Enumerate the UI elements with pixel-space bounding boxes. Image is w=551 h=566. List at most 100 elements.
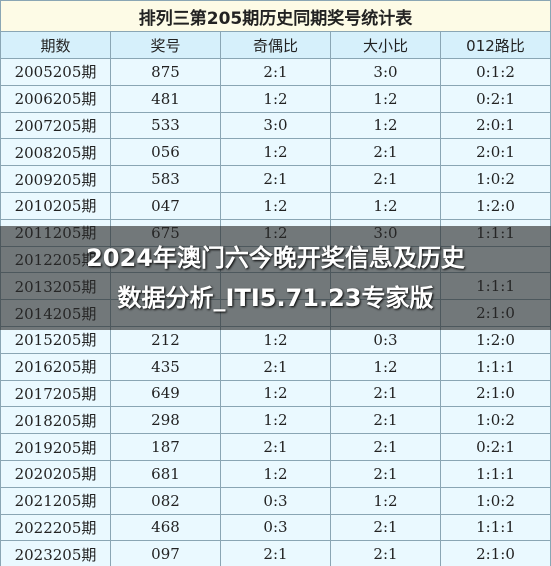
data-row: 2021205期 082 0:3 1:2 1:0:2	[0, 486, 551, 515]
cell: 2:1	[330, 165, 441, 193]
cell: 2010205期	[0, 191, 111, 220]
data-row: 2018205期 298 1:2 2:1 1:0:2	[0, 406, 551, 435]
cell: 2:1	[220, 58, 331, 86]
column-header: 大小比	[330, 31, 441, 59]
data-row: 2020205期 681 1:2 2:1 1:1:1	[0, 459, 551, 488]
cell: 1:1:1	[440, 513, 551, 542]
cell: 2:0:1	[440, 138, 551, 167]
cell: 2:1	[330, 513, 441, 542]
cell: 2:1:0	[440, 540, 551, 566]
table-title: 排列三第205期历史同期奖号统计表	[0, 0, 551, 32]
cell: 2015205期	[0, 325, 111, 354]
cell: 3:0	[220, 111, 331, 140]
overlay-text: 数据分析_ITI5.71.23专家版	[117, 284, 434, 312]
data-row: 2019205期 187 2:1 2:1 0:2:1	[0, 433, 551, 461]
data-row: 2009205期 583 2:1 2:1 1:0:2	[0, 165, 551, 193]
data-row: 2008205期 056 1:2 2:1 2:0:1	[0, 138, 551, 167]
cell: 2018205期	[0, 406, 111, 435]
cell: 2020205期	[0, 459, 111, 488]
cell: 0:3	[220, 486, 331, 515]
cell: 082	[110, 486, 221, 515]
cell: 435	[110, 352, 221, 381]
cell: 2:1	[220, 352, 331, 381]
cell: 2017205期	[0, 379, 111, 408]
overlay-banner: 2024年澳门六今晚开奖信息及历史 数据分析_ITI5.71.23专家版	[0, 226, 551, 330]
cell: 1:0:2	[440, 486, 551, 515]
header-row: 期数 奖号 奇偶比 大小比 012路比	[0, 31, 551, 59]
cell: 1:1:1	[440, 459, 551, 488]
cell: 2:1	[330, 540, 441, 566]
overlay-text: 2024年澳门六今晚开奖信息及历史	[86, 244, 465, 272]
cell: 2019205期	[0, 433, 111, 461]
cell: 298	[110, 406, 221, 435]
cell: 2:1	[330, 459, 441, 488]
cell: 468	[110, 513, 221, 542]
cell: 1:2	[220, 191, 331, 220]
cell: 0:1:2	[440, 58, 551, 86]
cell: 481	[110, 84, 221, 113]
cell: 2005205期	[0, 58, 111, 86]
cell: 2:1	[330, 379, 441, 408]
cell: 2:1	[330, 433, 441, 461]
cell: 0:2:1	[440, 433, 551, 461]
cell: 681	[110, 459, 221, 488]
cell: 212	[110, 325, 221, 354]
cell: 0:3	[330, 325, 441, 354]
cell: 097	[110, 540, 221, 566]
cell: 2008205期	[0, 138, 111, 167]
cell: 2:1	[330, 406, 441, 435]
cell: 1:2	[220, 325, 331, 354]
cell: 2016205期	[0, 352, 111, 381]
cell: 1:2	[220, 138, 331, 167]
cell: 1:2	[330, 352, 441, 381]
cell: 047	[110, 191, 221, 220]
cell: 056	[110, 138, 221, 167]
cell: 2:1	[220, 165, 331, 193]
cell: 0:2:1	[440, 84, 551, 113]
data-row: 2007205期 533 3:0 1:2 2:0:1	[0, 111, 551, 140]
cell: 2:1:0	[440, 379, 551, 408]
data-row: 2016205期 435 2:1 1:2 1:1:1	[0, 352, 551, 381]
cell: 533	[110, 111, 221, 140]
cell: 649	[110, 379, 221, 408]
cell: 2009205期	[0, 165, 111, 193]
cell: 1:2:0	[440, 325, 551, 354]
cell: 2:0:1	[440, 111, 551, 140]
cell: 2:1	[220, 433, 331, 461]
cell: 583	[110, 165, 221, 193]
cell: 2006205期	[0, 84, 111, 113]
cell: 1:0:2	[440, 165, 551, 193]
cell: 1:0:2	[440, 406, 551, 435]
cell: 2007205期	[0, 111, 111, 140]
data-row: 2005205期 875 2:1 3:0 0:1:2	[0, 58, 551, 86]
cell: 3:0	[330, 58, 441, 86]
cell: 187	[110, 433, 221, 461]
cell: 2021205期	[0, 486, 111, 515]
cell: 1:2	[220, 406, 331, 435]
cell: 1:2	[220, 459, 331, 488]
cell: 2:1	[220, 540, 331, 566]
column-header: 奇偶比	[220, 31, 331, 59]
data-row: 2022205期 468 0:3 2:1 1:1:1	[0, 513, 551, 542]
data-row: 2006205期 481 1:2 1:2 0:2:1	[0, 84, 551, 113]
data-row: 2015205期 212 1:2 0:3 1:2:0	[0, 325, 551, 354]
cell: 1:2	[330, 486, 441, 515]
cell: 875	[110, 58, 221, 86]
cell: 1:2	[330, 111, 441, 140]
data-row: 2010205期 047 1:2 1:2 1:2:0	[0, 191, 551, 220]
cell: 2022205期	[0, 513, 111, 542]
column-header: 期数	[0, 31, 111, 59]
column-header: 奖号	[110, 31, 221, 59]
cell: 1:2	[330, 84, 441, 113]
cell: 2023205期	[0, 540, 111, 566]
cell: 0:3	[220, 513, 331, 542]
column-header: 012路比	[440, 31, 551, 59]
cell: 1:2	[220, 84, 331, 113]
cell: 2:1	[330, 138, 441, 167]
data-row: 2023205期 097 2:1 2:1 2:1:0	[0, 540, 551, 566]
data-row: 2017205期 649 1:2 2:1 2:1:0	[0, 379, 551, 408]
cell: 1:2	[330, 191, 441, 220]
cell: 1:2	[220, 379, 331, 408]
cell: 1:1:1	[440, 352, 551, 381]
